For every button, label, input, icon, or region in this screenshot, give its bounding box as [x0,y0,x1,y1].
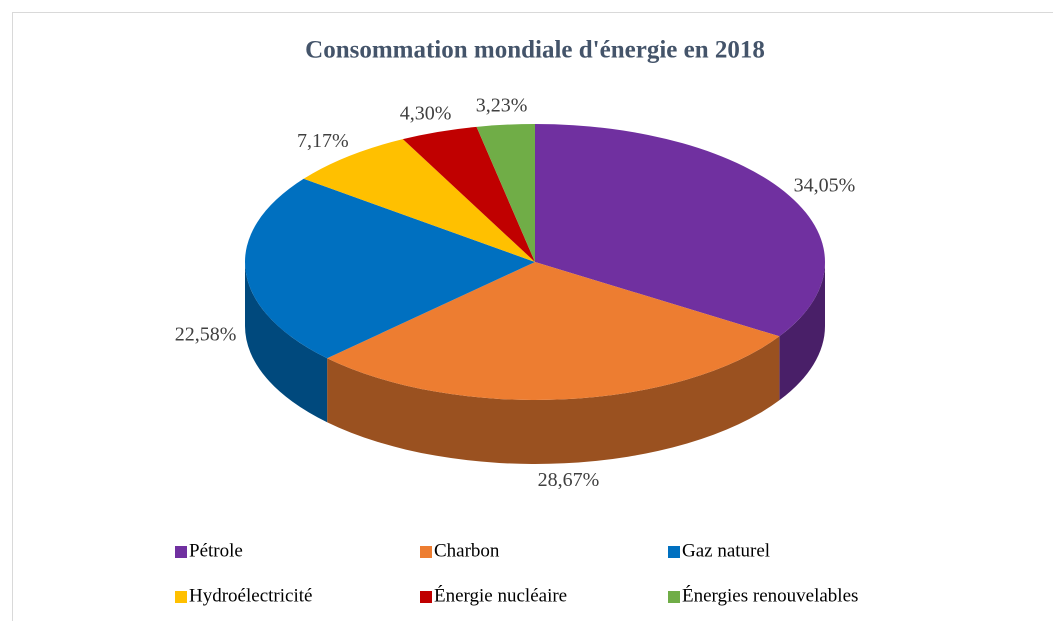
legend-swatch [175,591,187,603]
pie-slice [303,139,535,262]
legend-label: Charbon [434,540,500,561]
legend-swatch [420,546,432,558]
legend-label: Gaz naturel [682,540,770,561]
legend-label: Hydroélectricité [189,585,312,606]
legend-label: Énergies renouvelables [682,584,858,606]
pie-slice [245,178,535,359]
pie-side [245,262,328,423]
data-label: 3,23% [476,94,528,116]
legend-swatch [668,591,680,603]
data-label: 7,17% [297,130,349,152]
data-label: 34,05% [794,175,856,197]
pie-slice [402,126,535,263]
data-label: 22,58% [175,323,237,345]
pie-slice [476,124,535,262]
chart-frame [12,12,1053,621]
legend-label: Énergie nucléaire [434,584,567,606]
legend-swatch [420,591,432,603]
legend-swatch [668,546,680,558]
pie-slice [327,262,780,401]
chart-title: Consommation mondiale d'énergie en 2018 [305,37,765,64]
legend-label: Pétrole [189,540,243,561]
data-label: 28,67% [538,469,600,491]
data-label: 4,30% [400,102,452,124]
legend-swatch [175,546,187,558]
pie-side [779,262,825,401]
pie-side [327,336,780,464]
pie-slice [535,124,825,337]
